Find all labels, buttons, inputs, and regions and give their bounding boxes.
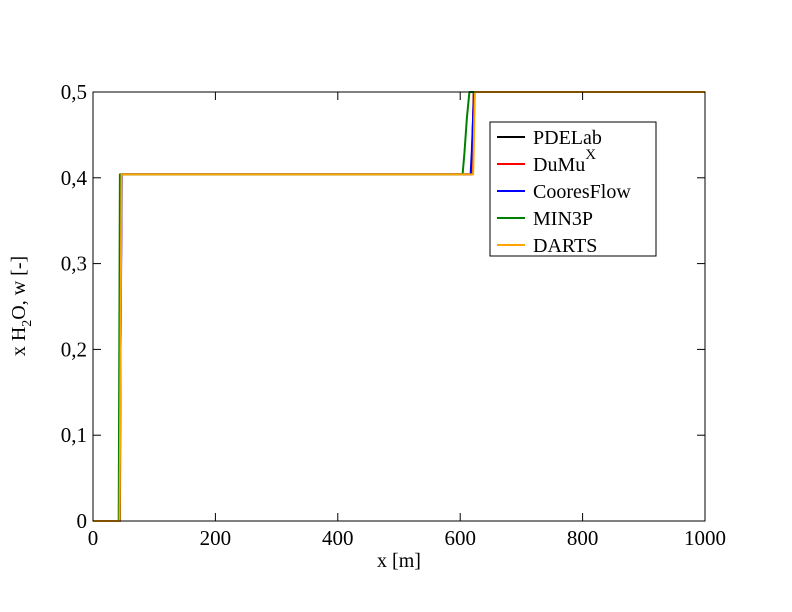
x-tick-label: 600 [444, 526, 476, 550]
legend-box [489, 121, 657, 257]
x-axis-label: x [m] [377, 550, 421, 572]
y-tick-label: 0 [77, 509, 88, 533]
x-axis: 0 200 400 600 800 1000 [88, 92, 726, 550]
x-tick-label: 400 [322, 526, 354, 550]
y-tick-label: 0,3 [61, 252, 87, 276]
legend-label-pdelab: PDELab [533, 127, 602, 149]
legend-label-cooresflow: CooresFlow [533, 181, 631, 203]
legend-label-darts: DARTS [533, 235, 597, 257]
legend-label-min3p: MIN3P [533, 208, 593, 230]
y-axis-label: x H2O, w [-] [8, 256, 35, 356]
x-tick-label: 200 [200, 526, 232, 550]
y-tick-label: 0,5 [61, 80, 87, 104]
y-tick-label: 0,2 [61, 337, 87, 361]
y-tick-label: 0,1 [61, 423, 87, 447]
y-tick-label: 0,4 [61, 166, 88, 190]
plot-frame [92, 91, 706, 522]
y-axis: 0 0,1 0,2 0,3 0,4 0,5 [61, 80, 705, 533]
x-tick-label: 0 [88, 526, 99, 550]
x-tick-label: 800 [567, 526, 599, 550]
series-layer [93, 91, 705, 522]
series-line-darts [93, 91, 705, 522]
x-tick-label: 1000 [684, 526, 726, 550]
